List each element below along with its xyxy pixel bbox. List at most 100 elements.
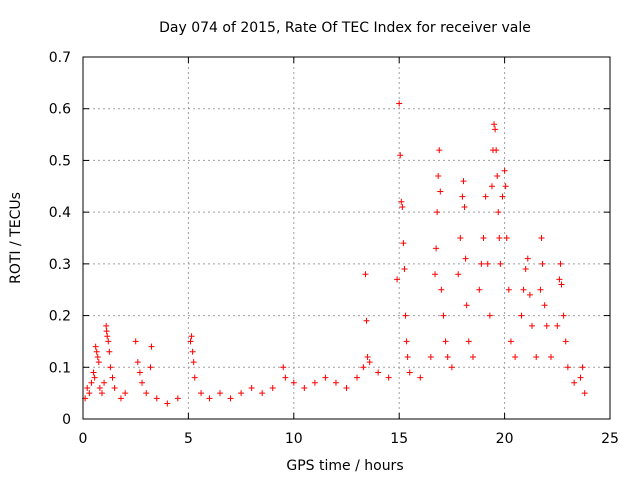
data-point bbox=[362, 271, 369, 278]
data-point bbox=[541, 302, 548, 309]
data-point bbox=[562, 338, 569, 345]
x-tick-label: 0 bbox=[79, 431, 88, 447]
data-point bbox=[94, 353, 101, 360]
data-point bbox=[564, 364, 571, 371]
data-point bbox=[396, 100, 403, 107]
data-point bbox=[363, 317, 370, 324]
data-point bbox=[360, 364, 367, 371]
data-point bbox=[492, 126, 499, 133]
data-point bbox=[455, 271, 462, 278]
data-point bbox=[495, 209, 502, 216]
data-point bbox=[187, 338, 194, 345]
data-point bbox=[437, 188, 444, 195]
data-point bbox=[526, 291, 533, 298]
y-axis-title: ROTI / TECUs bbox=[8, 192, 24, 284]
data-point bbox=[476, 286, 483, 293]
data-point bbox=[497, 260, 504, 267]
data-point bbox=[164, 400, 171, 407]
data-point bbox=[465, 338, 472, 345]
data-point bbox=[401, 266, 408, 273]
data-point bbox=[403, 338, 410, 345]
data-point bbox=[560, 312, 567, 319]
data-point bbox=[364, 353, 371, 360]
data-point bbox=[494, 172, 501, 179]
data-point bbox=[488, 183, 495, 190]
data-point bbox=[269, 384, 276, 391]
data-point bbox=[397, 152, 404, 159]
data-point bbox=[512, 353, 519, 360]
data-point bbox=[105, 338, 112, 345]
data-point bbox=[153, 395, 160, 402]
data-point bbox=[366, 359, 373, 366]
data-point bbox=[107, 364, 114, 371]
data-point bbox=[558, 281, 565, 288]
data-point bbox=[507, 338, 514, 345]
data-point bbox=[104, 333, 111, 340]
data-point bbox=[84, 384, 91, 391]
data-point bbox=[459, 193, 466, 200]
data-point bbox=[556, 276, 563, 283]
data-point bbox=[520, 286, 527, 293]
data-point bbox=[543, 322, 550, 329]
data-point bbox=[93, 348, 100, 355]
data-point bbox=[106, 348, 113, 355]
y-tick-label: 0 bbox=[62, 412, 71, 428]
data-point bbox=[438, 286, 445, 293]
data-point bbox=[217, 390, 224, 397]
data-point bbox=[109, 374, 116, 381]
data-point bbox=[91, 374, 98, 381]
data-point bbox=[191, 374, 198, 381]
data-point bbox=[148, 343, 155, 350]
y-tick-label: 0.4 bbox=[49, 205, 71, 221]
data-point bbox=[484, 260, 491, 267]
chart-title: Day 074 of 2015, Rate Of TEC Index for r… bbox=[159, 20, 531, 36]
data-point bbox=[282, 374, 289, 381]
data-point bbox=[92, 343, 99, 350]
x-axis-title: GPS time / hours bbox=[286, 458, 403, 474]
y-tick-label: 0.1 bbox=[49, 360, 71, 376]
data-point bbox=[174, 395, 181, 402]
data-point bbox=[486, 312, 493, 319]
data-point bbox=[406, 369, 413, 376]
data-point bbox=[533, 353, 540, 360]
data-point bbox=[537, 286, 544, 293]
data-point bbox=[427, 353, 434, 360]
y-tick-label: 0.2 bbox=[49, 309, 71, 325]
data-point bbox=[482, 193, 489, 200]
data-point bbox=[402, 312, 409, 319]
data-point bbox=[399, 203, 406, 210]
data-point bbox=[518, 312, 525, 319]
data-point bbox=[404, 353, 411, 360]
data-point bbox=[493, 147, 500, 154]
data-point bbox=[502, 183, 509, 190]
data-point bbox=[505, 286, 512, 293]
data-point bbox=[417, 374, 424, 381]
data-point bbox=[117, 395, 124, 402]
data-point bbox=[103, 322, 110, 329]
data-point bbox=[139, 379, 146, 386]
data-point bbox=[132, 338, 139, 345]
data-point bbox=[444, 353, 451, 360]
data-point bbox=[189, 348, 196, 355]
data-point bbox=[394, 276, 401, 283]
data-point bbox=[385, 374, 392, 381]
data-point bbox=[538, 235, 545, 241]
data-point bbox=[101, 379, 108, 386]
data-point bbox=[522, 266, 529, 273]
data-point bbox=[375, 369, 382, 376]
x-tick-label: 15 bbox=[390, 431, 408, 447]
data-point bbox=[343, 384, 350, 391]
data-point bbox=[322, 374, 329, 381]
y-tick-label: 0.3 bbox=[49, 257, 71, 273]
data-point bbox=[462, 255, 469, 262]
data-point bbox=[136, 369, 143, 376]
data-point bbox=[579, 364, 586, 371]
data-point bbox=[259, 390, 266, 397]
data-point bbox=[478, 260, 485, 267]
data-point bbox=[557, 260, 564, 267]
axis-ticks: 0 5 10 15 20 25 0 0.1 0.2 0.3 0.4 0.5 0.6 0.7 bbox=[49, 50, 619, 447]
y-tick-label: 0.6 bbox=[49, 102, 71, 118]
data-point bbox=[457, 235, 464, 241]
data-point bbox=[301, 384, 308, 391]
